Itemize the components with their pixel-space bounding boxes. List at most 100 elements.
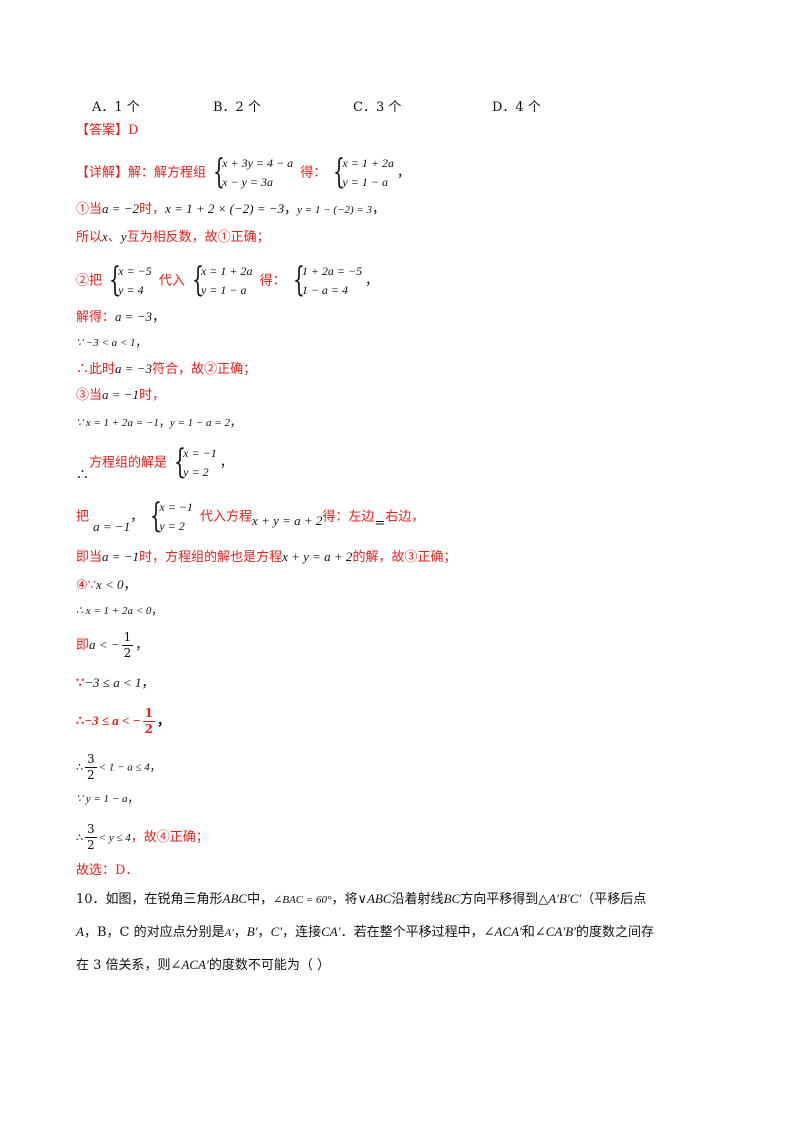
equation-system: {x = −5 y = 4 <box>109 260 152 300</box>
math: y = 1 − (−2) = 3 <box>297 204 373 216</box>
math: ABC <box>222 891 248 906</box>
equation: x = −5 <box>118 264 152 278</box>
step-10: 把 a = −1， {x = −1 y = 2 代入方程x + y = a + 2… <box>76 496 425 536</box>
answer-value: D <box>128 123 139 138</box>
punct: ， <box>127 792 139 805</box>
text: ①当 <box>76 202 103 217</box>
math: ∠ACA′ <box>483 924 522 939</box>
text: ，连接 <box>282 925 322 940</box>
equation: y = 1 − a <box>200 283 247 297</box>
math: C′ <box>270 924 283 939</box>
step-11: 即当a = −1时，方程组的解也是方程x + y = a + 2的解，故③正确； <box>76 548 456 567</box>
denominator: 2 <box>123 646 132 660</box>
math: ∵ −3 < a < 1 <box>76 337 136 349</box>
math: y <box>120 229 127 244</box>
because-symbol: ∵ <box>76 676 85 691</box>
text: 代入 <box>158 273 185 289</box>
text: 和 <box>521 925 535 940</box>
punct: ， <box>396 165 410 181</box>
equation: y = 2 <box>159 519 185 533</box>
math: A′ <box>224 927 234 939</box>
option-a: A．1 个 <box>92 100 140 115</box>
numerator: 1 <box>121 630 134 646</box>
punct: ， <box>151 604 163 617</box>
math: ∨ABC <box>357 891 392 906</box>
text: ， <box>233 925 247 940</box>
text: 得： <box>259 273 286 289</box>
numerator: 1 <box>142 706 155 722</box>
math: y = 1 − a = 2 <box>169 417 230 429</box>
equation: x = 1 + 2a <box>342 156 394 170</box>
solution-system: {x = −1 y = 2 <box>174 442 217 482</box>
question-10: 10．如图，在锐角三角形ABC中，∠BAC = 60°，将∨ABC沿着射线BC方… <box>76 883 724 982</box>
text: 互为相反数，故①正确； <box>126 230 270 245</box>
math: a = −3 <box>115 309 153 324</box>
math: x + y = a + 2 <box>252 512 323 528</box>
text: ②把 <box>76 273 103 289</box>
denominator: 2 <box>144 722 153 736</box>
step-8: ∵ x = 1 + 2a = −1，y = 1 − a = 2， <box>76 414 241 432</box>
text: ，B，C 的对应点分别是 <box>83 925 225 940</box>
step-4: 解得：a = −3， <box>76 308 165 327</box>
text: 右边， <box>385 509 425 525</box>
text: ∴此时 <box>76 362 116 377</box>
therefore-symbol: ∴ <box>76 831 83 844</box>
math: x <box>102 229 108 244</box>
punct: ， <box>141 676 155 691</box>
punct: ， <box>130 509 144 525</box>
question-line-2: A，B，C 的对应点分别是A′，B′，C′，连接CA′．若在整个平移过程中，∠A… <box>76 916 724 949</box>
step-7: ③当a = −1时， <box>76 386 165 405</box>
denominator: 2 <box>87 838 95 852</box>
math: x + y = a + 2 <box>282 549 353 564</box>
text: ，故④正确； <box>130 830 209 845</box>
text: 即 <box>76 638 90 653</box>
punct: ， <box>229 416 241 429</box>
text: 得： <box>300 165 327 181</box>
equation: y = 2 <box>183 465 209 479</box>
punct: ， <box>284 202 298 217</box>
answer-label: 【答案】 <box>76 123 129 138</box>
therefore-symbol: ∴ <box>76 467 90 483</box>
equation: y = 1 − a <box>342 175 388 189</box>
solution-system: {x = −1 y = 2 <box>150 496 193 536</box>
text: 中， <box>247 892 274 907</box>
math: a = −1 <box>102 549 140 564</box>
denominator: 2 <box>87 768 95 782</box>
math: BC <box>443 891 461 906</box>
punct: ， <box>219 455 233 471</box>
conclusion-text: 故选：D． <box>76 863 139 878</box>
text: 方程组的解是 <box>89 455 168 471</box>
step-19: ∴ 3 2 < y ≤ 4，故④正确； <box>76 822 209 853</box>
text: 所以 <box>76 230 103 245</box>
text: 的解，故③正确； <box>352 550 457 565</box>
math: a = −1 <box>93 518 131 534</box>
math: a = −3 <box>115 361 153 376</box>
text: 时， <box>139 202 166 217</box>
math: < 1 − a ≤ 4 <box>98 761 150 774</box>
punct: ， <box>135 638 149 653</box>
answer-line: 【答案】D <box>76 122 138 140</box>
math: −3 ≤ a < − <box>84 713 141 728</box>
equation-system: {1 + 2a = −5 1 − a = 4 <box>292 260 363 300</box>
step-16: ∴−3 ≤ a < −1 2， <box>76 706 170 737</box>
punct: ， <box>123 578 137 593</box>
step-9: ∴方程组的解是 {x = −1 y = 2， <box>76 442 233 483</box>
text: 解得： <box>76 310 116 325</box>
text: 时， <box>139 388 166 403</box>
equation: x + 3y = 4 − a <box>222 156 294 170</box>
step-14: 即a < −1 2， <box>76 630 148 661</box>
math: a = −2 <box>102 201 140 216</box>
step-12: ④∵x < 0， <box>76 576 137 595</box>
math: ∴ x = 1 + 2a < 0 <box>76 605 152 617</box>
math: x < 0 <box>95 577 124 592</box>
punct: ， <box>365 273 379 289</box>
text: ③当 <box>76 388 103 403</box>
text: 代入方程 <box>200 509 253 525</box>
math: ∠CA′B′ <box>534 924 577 939</box>
math: −3 ≤ a < 1 <box>84 675 142 690</box>
text: 符合，故②正确； <box>152 362 257 377</box>
step-15: ∵−3 ≤ a < 1， <box>76 674 154 693</box>
